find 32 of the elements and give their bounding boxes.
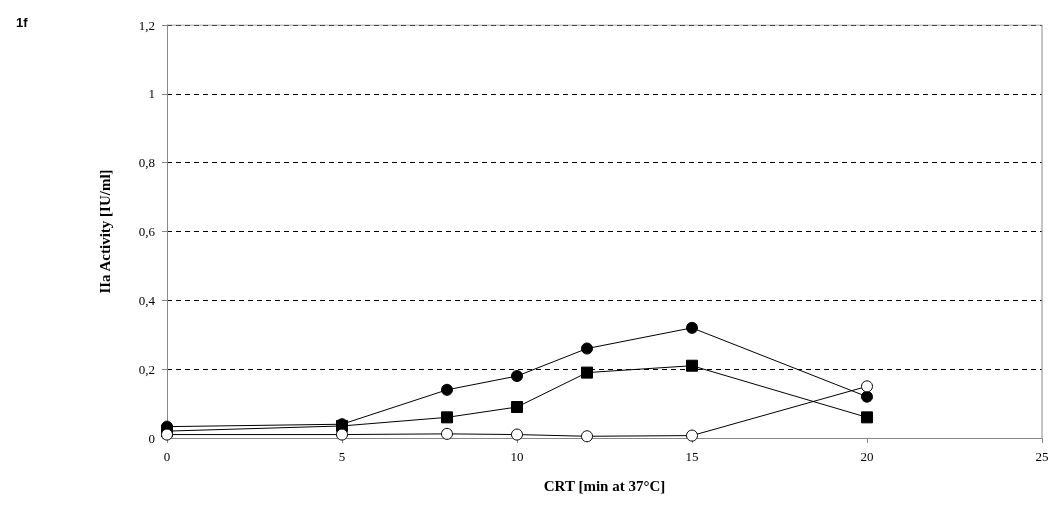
point [686, 359, 698, 372]
point [581, 366, 593, 379]
y-tick-label: 0,8 [138, 155, 155, 171]
point [441, 427, 453, 440]
point [511, 401, 523, 414]
point [861, 411, 873, 424]
y-tick-label: 0,6 [138, 224, 156, 239]
point [861, 380, 873, 393]
x-tick-label: 25 [1035, 449, 1049, 464]
x-tick-label: 15 [685, 449, 699, 464]
x-tick-label: 20 [860, 449, 874, 464]
x-tick-label: 10 [510, 449, 524, 464]
point [511, 370, 523, 383]
y-tick-label: 1 [148, 86, 155, 102]
text: 1f [16, 15, 29, 30]
point [441, 383, 453, 396]
x-tick-label: 5 [338, 449, 346, 464]
x-axis-title: CRT [min at 37°C] [543, 477, 666, 494]
y-tick-label: 1,2 [138, 17, 155, 33]
y-axis-title: IIa Activity [IU/ml] [96, 169, 113, 294]
point [336, 428, 348, 441]
y-tick-label: 0 [148, 430, 155, 446]
point [511, 428, 523, 441]
point [686, 429, 698, 442]
point [441, 411, 453, 424]
x-tick-label: 0 [163, 449, 171, 464]
y-tick-label: 0,4 [138, 292, 156, 308]
point [581, 430, 593, 443]
point [686, 321, 698, 334]
point [581, 342, 593, 355]
y-tick-label: 0,2 [138, 361, 155, 377]
point [861, 390, 873, 403]
